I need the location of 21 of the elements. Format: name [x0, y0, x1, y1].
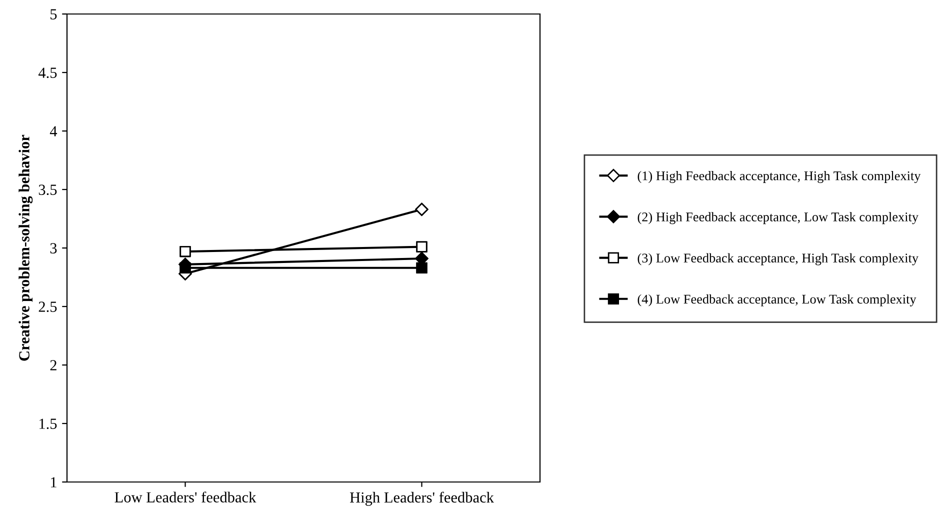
y-tick-label: 3: [50, 243, 57, 254]
legend-label: (4) Low Feedback acceptance, Low Task complexity: [638, 294, 916, 306]
y-tick-label: 2: [50, 360, 56, 370]
point: [415, 202, 428, 216]
y-tick-label: 4: [50, 126, 58, 136]
x-tick-label: Low Leaders' feedback: [114, 492, 256, 502]
legend-label: (3) Low Feedback acceptance, High Task complexity: [638, 253, 918, 266]
legend-label: (1) High Feedback acceptance, High Task complexity: [638, 171, 921, 184]
y-tick-label: 4.5: [38, 68, 57, 78]
y-tick-label: 1: [50, 477, 56, 488]
point: [180, 246, 191, 258]
y-axis-title: Creative problem-solving behavior: [18, 134, 33, 361]
y-tick-label: 1.5: [40, 418, 57, 430]
y-tick-label: 2.5: [38, 302, 57, 312]
legend-label: (2) High Feedback acceptance, Low Task complexity: [638, 212, 918, 224]
y-tick-label: 5: [50, 9, 57, 20]
point: [416, 241, 428, 252]
x-tick-label: High Leaders' feedback: [350, 492, 494, 506]
y-tick-label: 3.5: [38, 184, 57, 196]
point: [416, 262, 428, 274]
point: [180, 262, 191, 274]
